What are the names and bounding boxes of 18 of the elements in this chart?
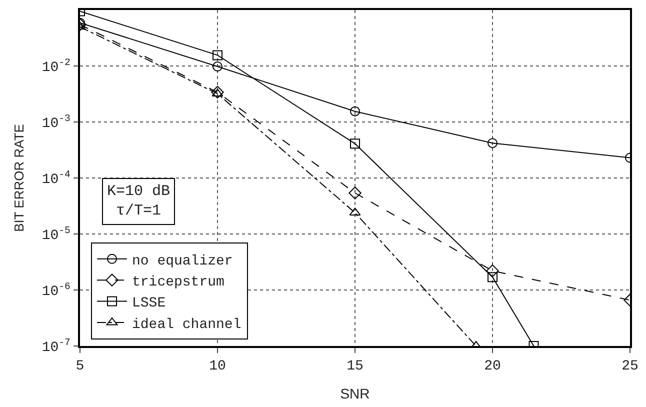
- x-tick-label: 25: [622, 358, 638, 375]
- y-tick-label: 10$^{-2}$: [42, 57, 71, 76]
- legend-label: LSSE: [132, 296, 166, 312]
- y-tick-label: 10$^{-5}$: [42, 225, 71, 244]
- x-tick-label: 15: [346, 358, 364, 375]
- legend-label: ideal channel: [132, 316, 242, 333]
- x-tick-label: 10: [209, 358, 226, 375]
- y-tick-label: 10$^{-6}$: [42, 281, 71, 300]
- legend-label: no equalizer: [132, 253, 233, 270]
- y-axis-title: BIT ERROR RATE: [11, 124, 26, 232]
- legend-label: tricepstrum: [132, 274, 224, 291]
- x-axis-title: SNR: [340, 385, 370, 402]
- y-tick-label: 10$^{-4}$: [42, 169, 71, 188]
- y-tick-label: 10$^{-3}$: [42, 113, 71, 132]
- x-tick-label: 20: [484, 358, 501, 375]
- y-tick-label: 10$^{-7}$: [42, 337, 71, 356]
- x-tick-label: 5: [76, 358, 84, 375]
- annotation: K=10 dB τ/T=1: [107, 183, 170, 220]
